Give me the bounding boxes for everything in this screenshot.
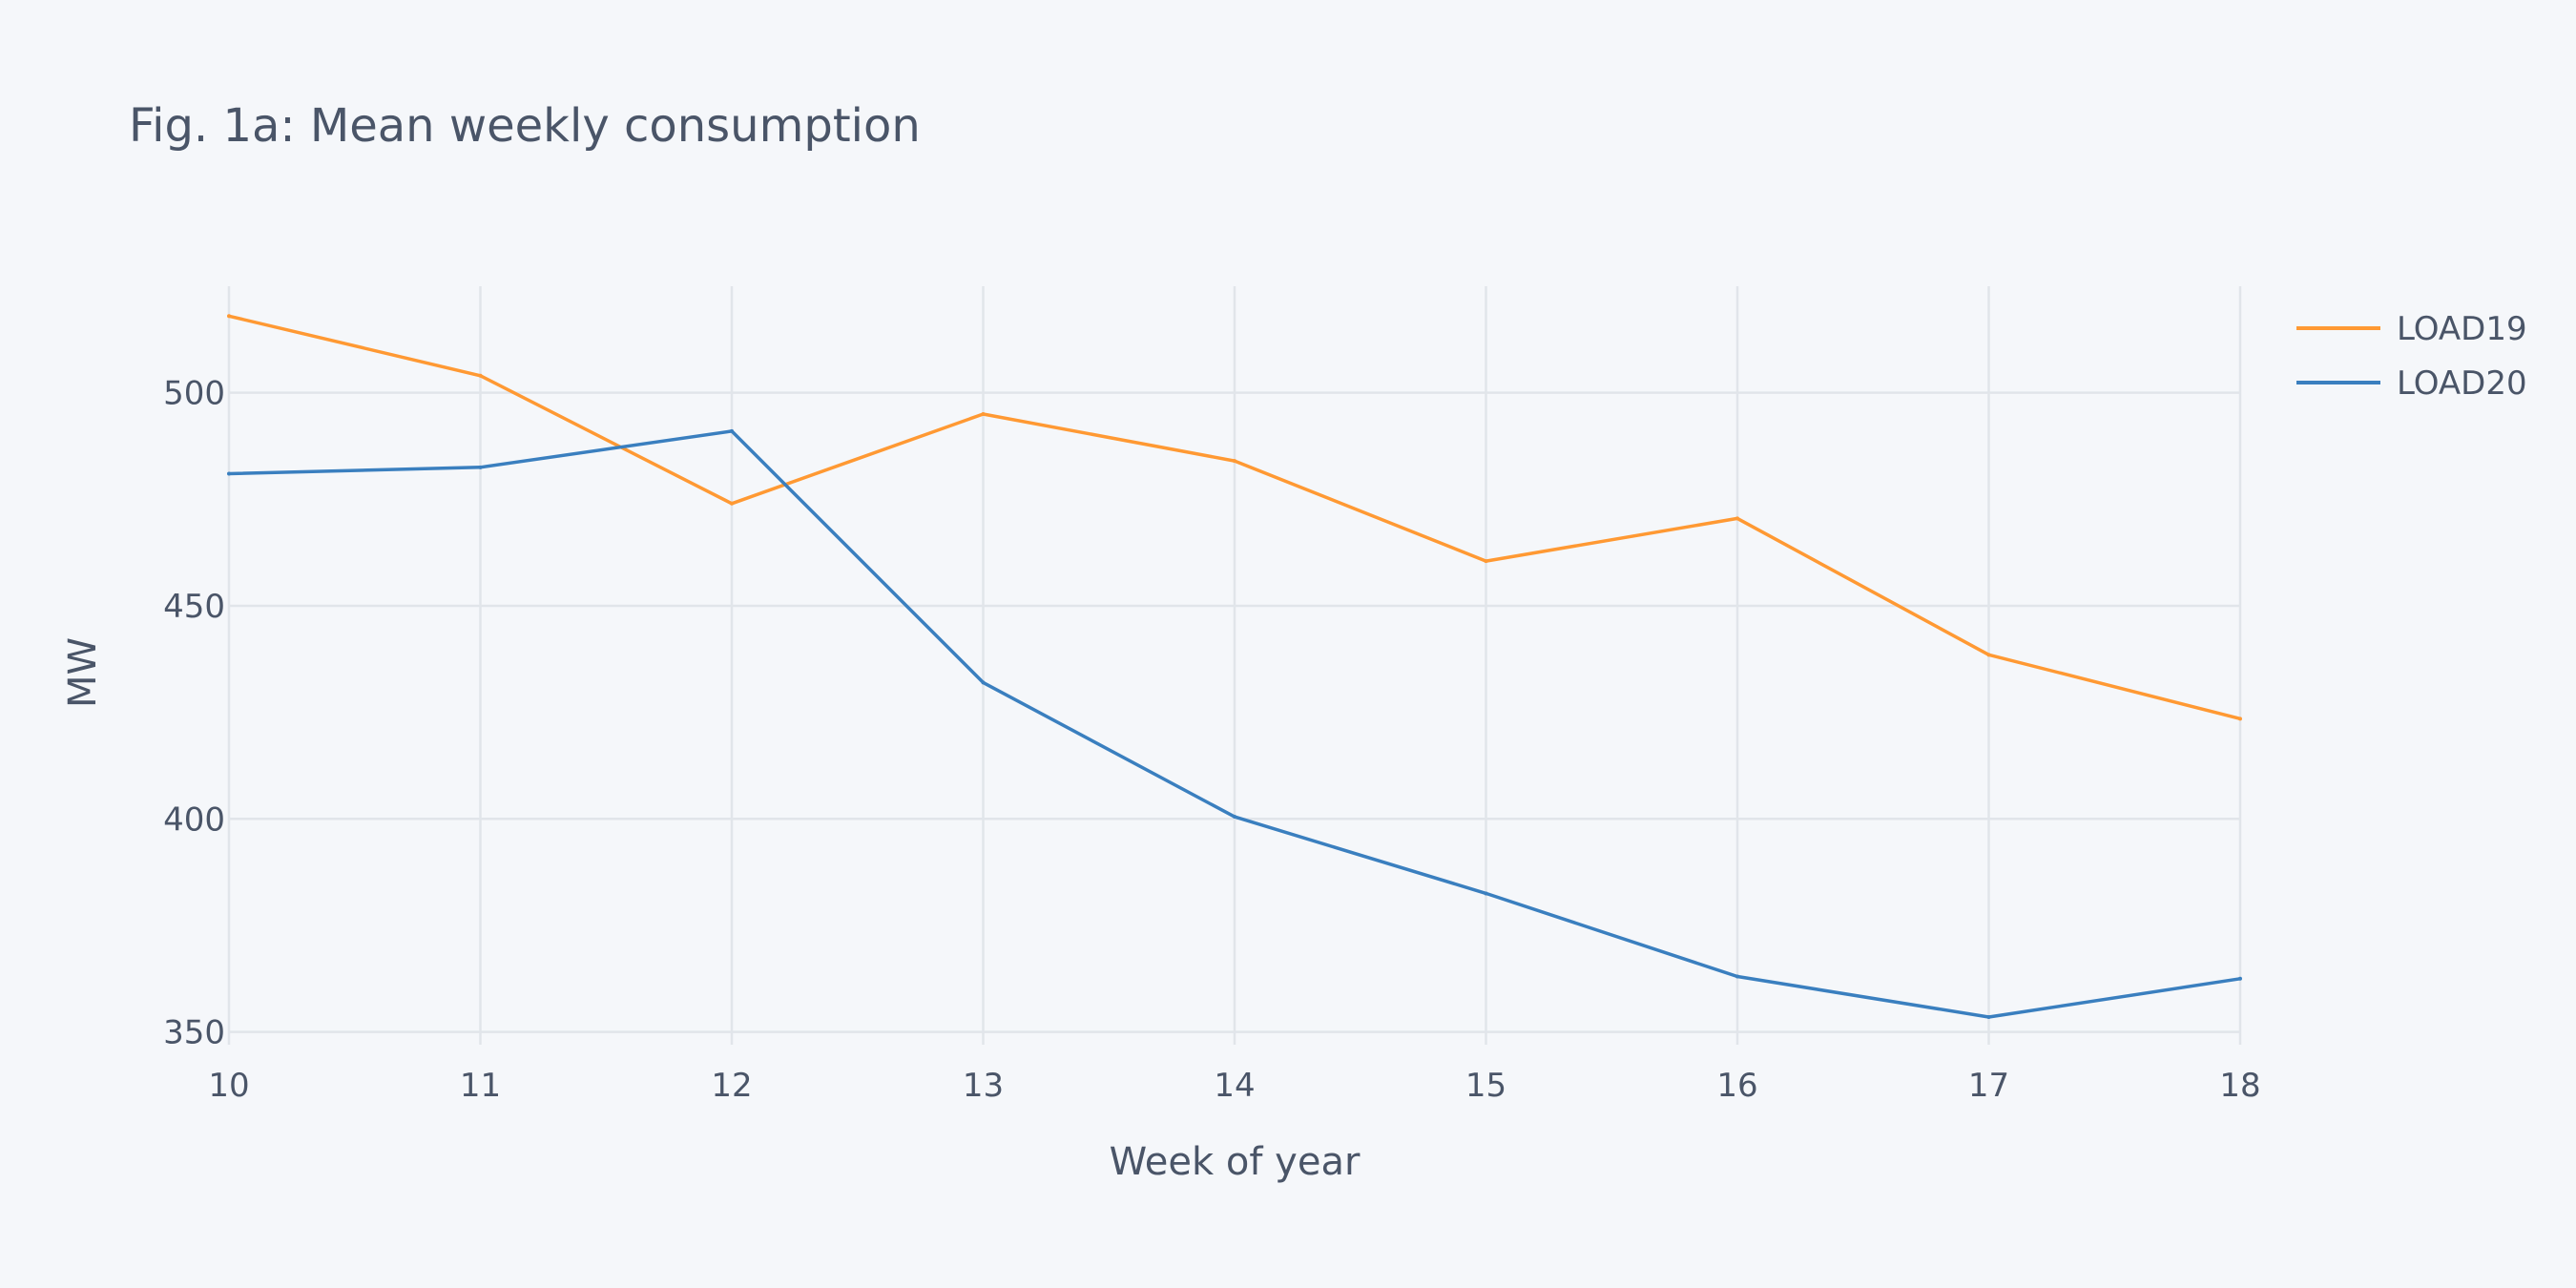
data-point bbox=[2238, 976, 2242, 981]
data-point bbox=[1233, 815, 1236, 820]
series-layer bbox=[227, 314, 2242, 1019]
y-tick-label: 500 bbox=[163, 375, 225, 413]
chart-title: Fig. 1a: Mean weekly consumption bbox=[129, 99, 921, 153]
y-tick-label: 400 bbox=[163, 800, 225, 839]
data-point bbox=[227, 314, 231, 319]
y-tick-label: 450 bbox=[163, 588, 225, 626]
x-tick-labels: 10 11 12 13 14 15 16 17 18 bbox=[208, 1067, 2260, 1105]
legend-item-load19[interactable]: LOAD19 bbox=[2296, 310, 2527, 348]
x-tick-label: 10 bbox=[208, 1067, 249, 1105]
x-tick-label: 11 bbox=[460, 1067, 501, 1105]
x-tick-label: 12 bbox=[711, 1067, 752, 1105]
data-point bbox=[478, 465, 483, 469]
x-tick-label: 14 bbox=[1214, 1067, 1255, 1105]
legend-item-load20[interactable]: LOAD20 bbox=[2296, 364, 2527, 403]
x-tick-label: 17 bbox=[1968, 1067, 2009, 1105]
y-axis-title: MW bbox=[61, 637, 105, 708]
data-point bbox=[1986, 653, 1991, 657]
legend-label: LOAD19 bbox=[2397, 310, 2527, 348]
data-point bbox=[2238, 717, 2242, 721]
data-point bbox=[730, 501, 734, 506]
data-point bbox=[1484, 559, 1488, 564]
x-tick-label: 13 bbox=[963, 1067, 1004, 1105]
data-point bbox=[1735, 974, 1739, 979]
y-gridlines bbox=[229, 391, 2240, 1033]
x-tick-label: 18 bbox=[2219, 1067, 2260, 1105]
legend[interactable]: LOAD19 LOAD20 bbox=[2296, 310, 2527, 403]
data-point bbox=[227, 471, 231, 476]
data-point bbox=[1735, 516, 1739, 521]
data-point bbox=[981, 680, 986, 685]
data-point bbox=[730, 428, 734, 433]
data-point bbox=[1986, 1014, 1991, 1019]
data-point bbox=[981, 411, 986, 416]
data-point bbox=[1233, 459, 1236, 464]
legend-label: LOAD20 bbox=[2397, 364, 2527, 403]
data-point bbox=[1484, 891, 1488, 896]
x-tick-label: 16 bbox=[1716, 1067, 1757, 1105]
y-tick-label: 350 bbox=[163, 1014, 225, 1052]
x-tick-label: 15 bbox=[1465, 1067, 1506, 1105]
y-tick-labels: 350 400 450 500 bbox=[163, 375, 225, 1052]
x-axis-title: Week of year bbox=[1110, 1140, 1361, 1184]
data-point bbox=[478, 373, 483, 378]
